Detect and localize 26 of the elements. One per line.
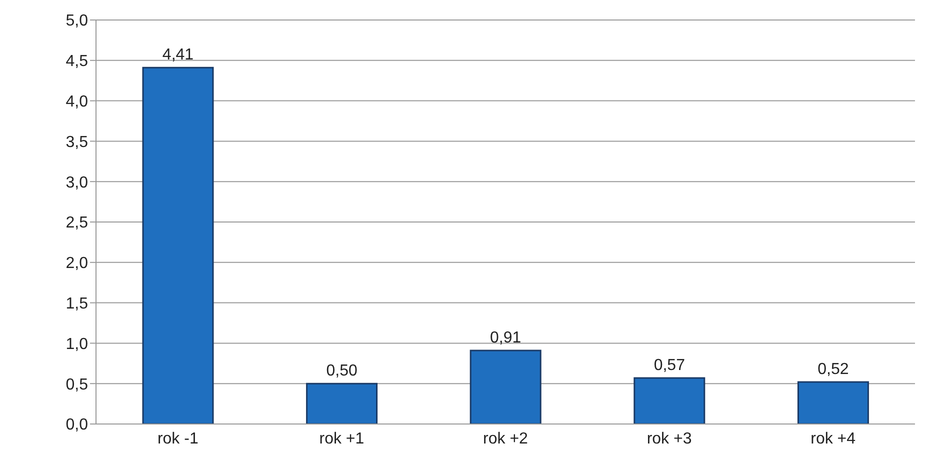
data-label: 0,52	[818, 360, 849, 378]
data-label: 0,57	[654, 356, 686, 374]
bar	[634, 377, 706, 424]
y-tick-label: 3,0	[66, 174, 88, 192]
y-tick-label: 2,5	[66, 214, 88, 232]
data-label: 0,91	[490, 329, 522, 346]
y-tick-label: 2,0	[66, 255, 88, 272]
data-label: 0,50	[326, 362, 358, 380]
x-tick-label: rok +2	[483, 430, 528, 448]
y-tick-label: 0,5	[66, 376, 88, 394]
y-tick-label: 1,5	[66, 295, 88, 312]
y-tick-label: 4,0	[66, 93, 88, 110]
y-tick-label: 5,0	[66, 12, 88, 30]
y-tick-label: 0,0	[66, 416, 88, 434]
y-tick-label: 3,5	[66, 134, 88, 151]
y-tick-label: 4,5	[66, 53, 88, 70]
bar	[470, 350, 542, 424]
x-tick-label: rok +3	[646, 430, 692, 448]
bar	[797, 381, 869, 424]
data-label: 4,41	[162, 46, 194, 64]
y-tick-label: 1,0	[66, 336, 88, 353]
x-tick-label: rok +1	[319, 430, 364, 448]
x-tick-label: rok +4	[810, 430, 856, 448]
bar	[142, 66, 214, 424]
bar	[306, 382, 378, 424]
x-tick-label: rok -1	[157, 430, 198, 448]
